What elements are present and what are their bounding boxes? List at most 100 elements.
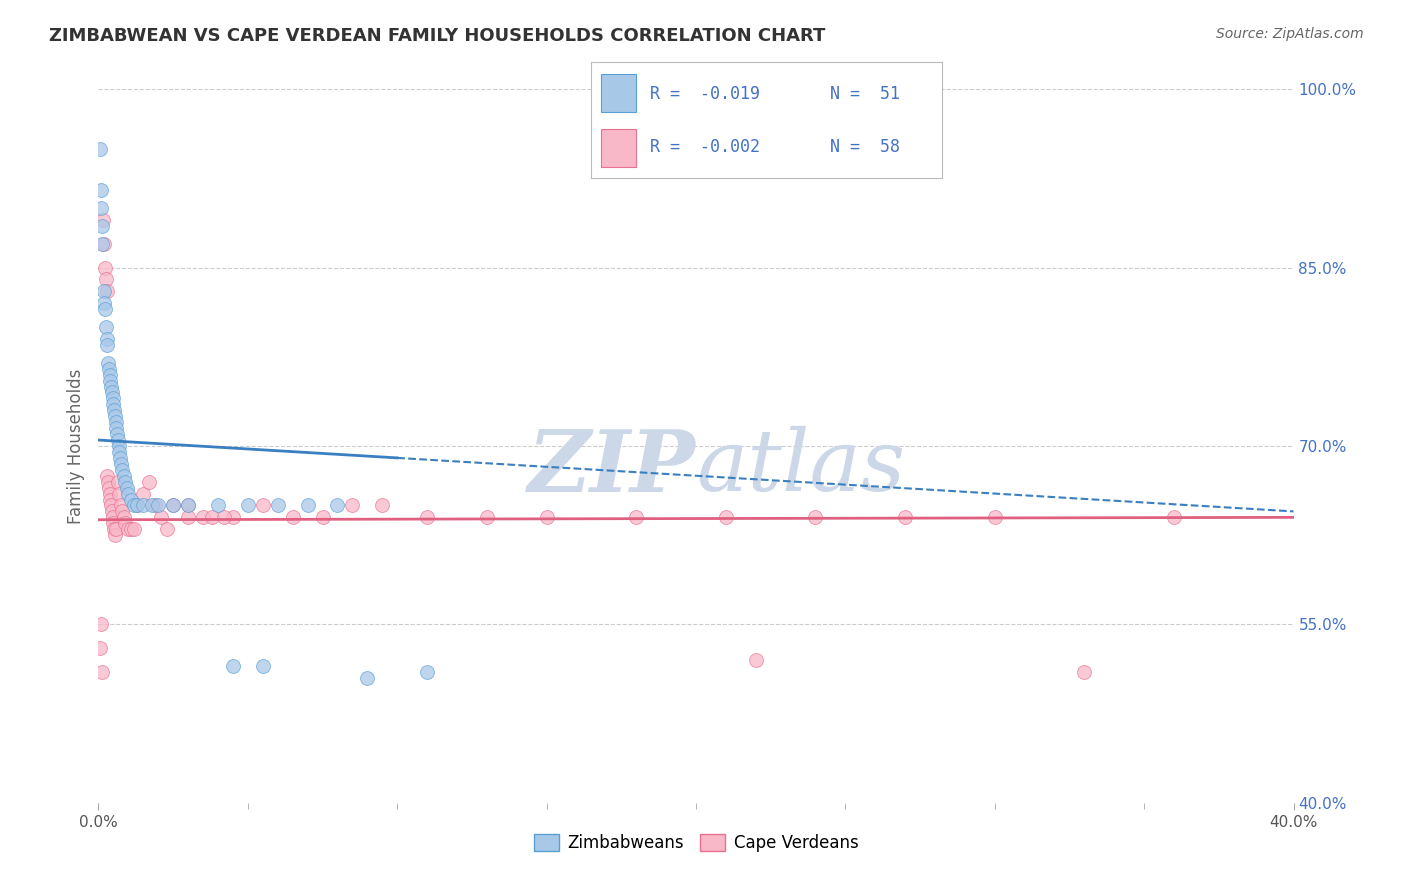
Point: [104, 415, 127, 429]
Point: [98, 368, 121, 382]
Point: [894, 510, 917, 524]
Point: [89, 183, 111, 197]
Point: [115, 481, 138, 495]
Point: [714, 510, 737, 524]
Point: [108, 450, 131, 465]
Point: [326, 499, 349, 513]
Bar: [602, 128, 636, 167]
Point: [114, 516, 136, 531]
Point: [297, 499, 319, 513]
Point: [104, 528, 127, 542]
Point: [107, 439, 129, 453]
Point: [103, 403, 125, 417]
Point: [98, 486, 121, 500]
Point: [91, 219, 114, 233]
Point: [96, 285, 118, 299]
Point: [91, 236, 114, 251]
Point: [93, 285, 115, 299]
Point: [101, 392, 124, 406]
Point: [201, 510, 224, 524]
Point: [536, 510, 558, 524]
Point: [114, 475, 136, 489]
Point: [371, 499, 394, 513]
Point: [93, 296, 115, 310]
Point: [177, 499, 200, 513]
Point: [107, 433, 129, 447]
Point: [91, 665, 114, 679]
Point: [148, 499, 170, 513]
Text: ZIMBABWEAN VS CAPE VERDEAN FAMILY HOUSEHOLDS CORRELATION CHART: ZIMBABWEAN VS CAPE VERDEAN FAMILY HOUSEH…: [49, 27, 825, 45]
Point: [108, 445, 131, 459]
Point: [267, 499, 290, 513]
Point: [626, 510, 648, 524]
Point: [107, 475, 129, 489]
Point: [97, 356, 120, 370]
Point: [124, 499, 146, 513]
Point: [96, 468, 118, 483]
Point: [94, 302, 117, 317]
Point: [311, 510, 333, 524]
Point: [89, 142, 111, 156]
Point: [97, 361, 120, 376]
Point: [112, 510, 135, 524]
Text: Source: ZipAtlas.com: Source: ZipAtlas.com: [1216, 27, 1364, 41]
Point: [94, 272, 117, 286]
Legend: Zimbabweans, Cape Verdeans: Zimbabweans, Cape Verdeans: [527, 827, 865, 859]
Point: [111, 463, 134, 477]
Point: [97, 481, 120, 495]
Point: [108, 486, 131, 500]
Point: [252, 659, 274, 673]
Point: [98, 492, 122, 507]
Point: [1163, 510, 1185, 524]
Point: [143, 499, 166, 513]
Point: [342, 499, 364, 513]
Point: [104, 409, 127, 424]
Point: [120, 522, 142, 536]
Point: [105, 522, 128, 536]
Point: [150, 510, 173, 524]
Point: [117, 486, 139, 500]
Point: [103, 397, 125, 411]
Point: [156, 522, 179, 536]
Point: [110, 499, 132, 513]
Point: [96, 332, 118, 346]
Point: [120, 492, 142, 507]
Point: [127, 499, 149, 513]
Point: [207, 499, 229, 513]
Point: [94, 260, 117, 275]
Point: [984, 510, 1007, 524]
Point: [356, 671, 378, 685]
Point: [105, 421, 128, 435]
Point: [97, 475, 120, 489]
Point: [89, 641, 111, 656]
Point: [90, 617, 112, 632]
Point: [252, 499, 274, 513]
Point: [236, 499, 259, 513]
Point: [117, 522, 139, 536]
Point: [101, 385, 124, 400]
Point: [103, 522, 125, 536]
Point: [281, 510, 304, 524]
Point: [96, 338, 118, 352]
Point: [91, 213, 114, 227]
Point: [127, 499, 149, 513]
Point: [93, 236, 115, 251]
Text: ZIP: ZIP: [529, 425, 696, 509]
Point: [103, 516, 125, 531]
Point: [100, 499, 122, 513]
Point: [416, 510, 439, 524]
Text: N =  51: N = 51: [830, 85, 900, 103]
Point: [222, 659, 245, 673]
Text: R =  -0.019: R = -0.019: [650, 85, 761, 103]
Point: [110, 457, 132, 471]
Point: [177, 499, 200, 513]
Point: [100, 379, 122, 393]
Point: [132, 499, 155, 513]
Bar: [602, 74, 636, 112]
Point: [112, 468, 135, 483]
Point: [745, 653, 768, 667]
Point: [804, 510, 827, 524]
Point: [212, 510, 235, 524]
Text: N =  58: N = 58: [830, 138, 900, 156]
Point: [98, 374, 122, 388]
